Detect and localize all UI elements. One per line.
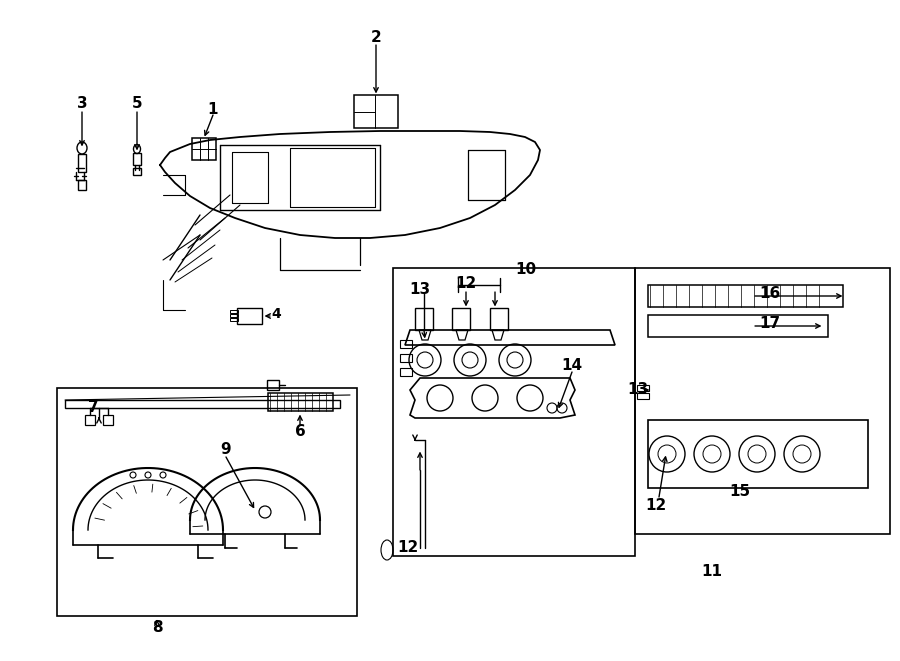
Text: 13: 13 xyxy=(410,282,430,297)
Text: 3: 3 xyxy=(76,95,87,110)
Text: 11: 11 xyxy=(701,564,723,580)
Bar xyxy=(490,308,508,330)
Text: 10: 10 xyxy=(516,262,536,278)
Bar xyxy=(230,318,238,321)
Bar xyxy=(268,393,333,411)
Bar xyxy=(230,310,238,313)
Text: 13: 13 xyxy=(627,383,649,397)
Text: 5: 5 xyxy=(131,95,142,110)
Bar xyxy=(635,268,890,534)
Text: 16: 16 xyxy=(760,286,780,301)
Bar xyxy=(267,380,279,390)
Bar xyxy=(85,415,95,425)
Text: 7: 7 xyxy=(87,401,98,416)
Bar xyxy=(57,388,357,616)
Text: 6: 6 xyxy=(294,424,305,440)
Text: 12: 12 xyxy=(455,276,477,290)
Bar xyxy=(648,315,828,337)
Bar xyxy=(354,95,398,128)
Bar xyxy=(648,420,868,488)
Text: 12: 12 xyxy=(645,498,667,512)
Bar xyxy=(237,308,262,324)
Bar xyxy=(103,415,113,425)
Text: 15: 15 xyxy=(729,485,751,500)
Bar xyxy=(192,138,216,160)
Text: 4: 4 xyxy=(271,307,281,321)
Bar xyxy=(452,308,470,330)
Text: 14: 14 xyxy=(562,358,582,373)
Bar xyxy=(393,268,635,556)
Text: 2: 2 xyxy=(371,30,382,46)
Bar xyxy=(648,285,843,307)
Bar xyxy=(415,308,433,330)
Text: 12: 12 xyxy=(398,541,418,555)
Text: 17: 17 xyxy=(760,317,780,332)
Text: 8: 8 xyxy=(152,621,162,635)
Bar xyxy=(230,314,238,317)
Text: 9: 9 xyxy=(220,442,231,457)
Text: 1: 1 xyxy=(208,102,218,118)
